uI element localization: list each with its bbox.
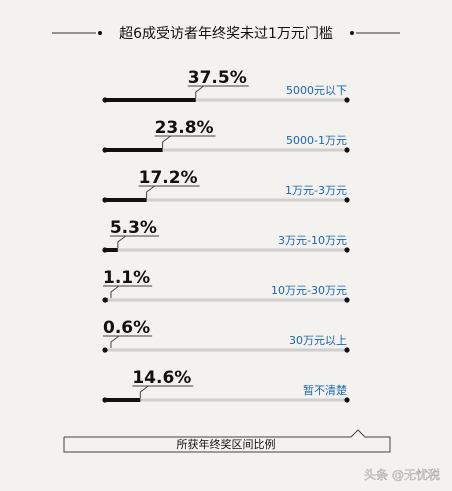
callout-leader bbox=[110, 335, 120, 348]
callout-leader bbox=[110, 285, 120, 298]
axis-label-box bbox=[63, 429, 391, 453]
axis-label: 所获年终奖区间比例 bbox=[177, 437, 276, 451]
category-label: 30万元以上 bbox=[289, 334, 347, 347]
bar-end-dot bbox=[344, 147, 350, 153]
data-label: 5.3% bbox=[110, 218, 157, 238]
title-dot-left bbox=[98, 31, 102, 35]
bar-start-dot bbox=[102, 97, 108, 103]
callout-leader bbox=[146, 185, 155, 198]
bar-start-dot bbox=[102, 147, 108, 153]
callout-leader bbox=[195, 85, 205, 98]
data-label: 14.6% bbox=[132, 368, 191, 388]
callout-leader bbox=[117, 235, 127, 248]
category-label: 1万元-3万元 bbox=[285, 184, 347, 197]
data-label: 17.2% bbox=[139, 168, 198, 188]
data-label: 23.8% bbox=[155, 118, 214, 138]
callout-leader bbox=[139, 385, 149, 398]
category-label: 10万元-30万元 bbox=[271, 284, 347, 297]
category-label: 5000-1万元 bbox=[286, 134, 347, 147]
bar-start-dot bbox=[102, 247, 108, 253]
title-dot-right bbox=[350, 31, 354, 35]
bar-end-dot bbox=[344, 97, 350, 103]
category-label: 5000元以下 bbox=[286, 84, 347, 97]
bar-end-dot bbox=[344, 247, 350, 253]
callout-leader bbox=[162, 135, 171, 148]
bar-rows: 37.5% 5000元以下 23.8% 5000-1万元 17.2% 1万元-3万元 5.3… bbox=[102, 68, 350, 403]
data-label: 37.5% bbox=[188, 68, 247, 88]
bar-end-dot bbox=[344, 297, 350, 303]
bar-end-dot bbox=[344, 347, 350, 353]
category-label: 3万元-10万元 bbox=[278, 234, 347, 247]
bar-start-dot bbox=[102, 397, 108, 403]
bar-start-dot bbox=[102, 197, 108, 203]
bar-end-dot bbox=[344, 397, 350, 403]
watermark: 头条 @无忧税 bbox=[364, 468, 440, 482]
bar-end-dot bbox=[344, 197, 350, 203]
data-label: 1.1% bbox=[103, 268, 150, 288]
bar-start-dot bbox=[102, 347, 108, 353]
data-label: 0.6% bbox=[103, 318, 150, 338]
category-label: 暂不清楚 bbox=[303, 383, 347, 397]
bar-start-dot bbox=[102, 297, 108, 303]
chart-title: 超6成受访者年终奖未过1万元门槛 bbox=[119, 25, 333, 42]
